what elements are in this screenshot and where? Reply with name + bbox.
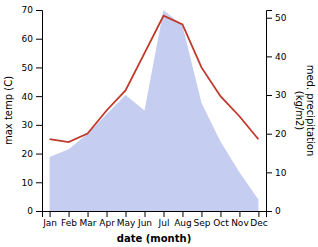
tick: Dec — [250, 211, 267, 228]
axis-line — [36, 11, 43, 212]
tick-mark — [201, 211, 202, 217]
y-axis: 0 10 20 30 40 50 60 70 — [22, 5, 43, 216]
y2-axis-title: med. precipitation(kg/m2) — [294, 65, 316, 157]
tick-mark — [258, 211, 259, 217]
tick-label: Dec — [250, 218, 267, 228]
tick-mark — [36, 96, 42, 97]
tick: Apr — [99, 211, 115, 228]
tick-label: 40 — [22, 92, 34, 102]
tick: 40 — [266, 52, 287, 62]
tick-label: 40 — [275, 52, 287, 62]
tick-label: 50 — [22, 63, 34, 73]
tick-mark — [266, 172, 272, 173]
tick-mark — [239, 211, 240, 217]
tick-mark — [36, 182, 42, 183]
tick-label: 0 — [275, 206, 281, 216]
tick: 30 — [22, 120, 42, 130]
plot: Jan FebMarAprMayJun Jul AugSepOctNovDec 0 10 2… — [22, 5, 287, 228]
tick-mark — [36, 125, 42, 126]
tick-mark — [266, 134, 272, 135]
tick-mark — [266, 18, 272, 19]
tick: 20 — [22, 149, 42, 159]
tick-label: 20 — [22, 149, 34, 159]
tick: 60 — [22, 34, 42, 44]
tick: Aug — [174, 211, 192, 228]
tick-mark — [220, 211, 221, 217]
tick: May — [117, 211, 136, 228]
tick-mark — [36, 67, 42, 68]
tick-label: Oct — [213, 218, 229, 228]
tick-label: 0 — [27, 206, 33, 216]
tick-label: 30 — [275, 90, 287, 100]
tick-label: 70 — [22, 5, 34, 15]
tick-mark — [36, 39, 42, 40]
precip-area — [50, 10, 259, 211]
tick: Jan — [42, 211, 57, 228]
tick-label: Apr — [99, 218, 115, 228]
tick-label: 60 — [22, 34, 34, 44]
tick-mark — [126, 211, 127, 217]
tick: 20 — [266, 129, 287, 139]
tick-mark — [36, 154, 42, 155]
tick-mark — [107, 211, 108, 217]
tick-mark — [145, 211, 146, 217]
chart: Jan FebMarAprMayJun Jul AugSepOctNovDec 0 10 2… — [0, 0, 318, 247]
tick-mark — [163, 211, 164, 217]
tick-mark — [50, 211, 51, 217]
tick-mark — [266, 95, 272, 96]
tick: Feb — [61, 211, 77, 228]
tick: Nov — [231, 211, 249, 228]
axis-line — [267, 11, 273, 212]
tick: Jul — [158, 211, 170, 228]
tick-label: Jan — [42, 218, 57, 228]
temp-line — [50, 16, 259, 142]
tick: 10 — [22, 178, 42, 188]
tick: 0 — [266, 206, 281, 216]
tick-mark — [266, 56, 272, 57]
x-axis: Jan FebMarAprMayJun Jul AugSepOctNovDec — [42, 211, 268, 228]
y2-axis: 0 10 20 30 40 50 — [266, 11, 287, 217]
tick-label: Mar — [80, 218, 97, 228]
tick: 0 — [27, 206, 42, 216]
tick-label: 10 — [22, 178, 34, 188]
tick-mark — [36, 10, 42, 11]
tick-label: Sep — [193, 218, 210, 228]
tick: 40 — [22, 92, 42, 102]
x-axis-title: date (month) — [117, 233, 191, 244]
tick-mark — [182, 211, 183, 217]
tick-label: Feb — [61, 218, 77, 228]
tick-mark — [69, 211, 70, 217]
tick-label: Jun — [137, 218, 152, 228]
tick-mark — [88, 211, 89, 217]
tick: Oct — [213, 211, 229, 228]
tick-label: 20 — [275, 129, 287, 139]
tick-label: May — [117, 218, 136, 228]
tick-label: Jul — [158, 218, 170, 228]
tick-label: 50 — [275, 13, 287, 23]
marks — [50, 10, 259, 211]
tick: 10 — [266, 168, 287, 178]
tick: 50 — [22, 63, 42, 73]
tick-label: Aug — [174, 218, 192, 228]
tick-label: 30 — [22, 120, 34, 130]
tick-mark — [266, 211, 272, 212]
tick-label: 10 — [275, 168, 287, 178]
tick: Sep — [193, 211, 210, 228]
tick-mark — [36, 211, 42, 212]
tick: 50 — [266, 13, 287, 23]
tick: Jun — [137, 211, 152, 228]
axis-line — [43, 212, 267, 218]
tick: 70 — [22, 5, 42, 15]
y-axis-title: max temp (C) — [3, 76, 14, 145]
tick: Mar — [80, 211, 97, 228]
tick: 30 — [266, 90, 287, 100]
tick-label: Nov — [231, 218, 249, 228]
